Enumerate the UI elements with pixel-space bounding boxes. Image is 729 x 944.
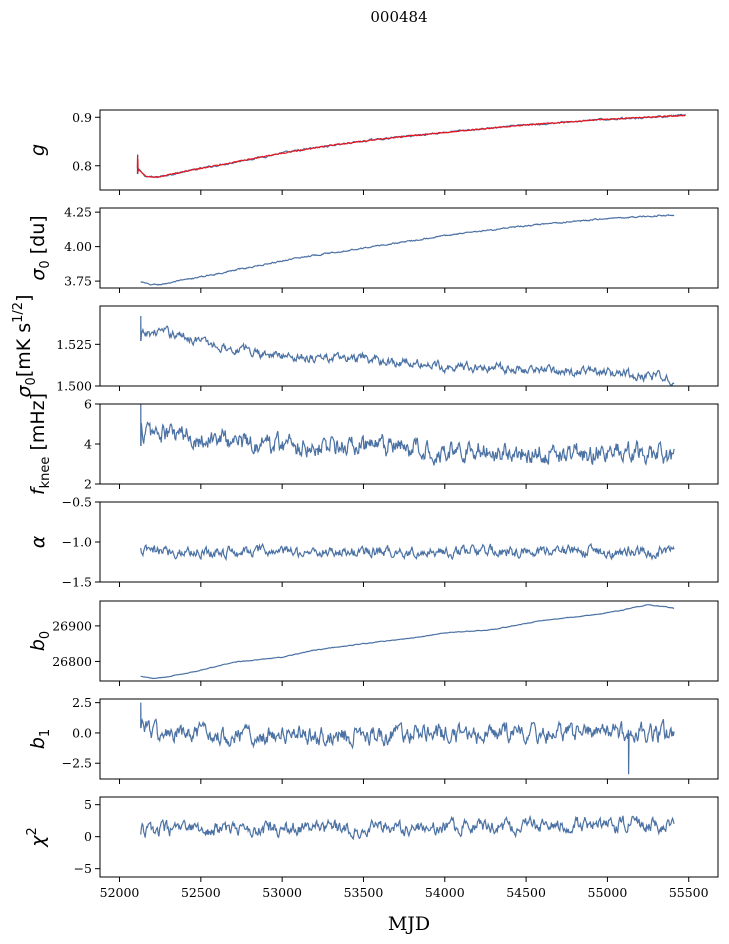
series-line-alpha: [140, 542, 675, 562]
panel-chi2: −5 0 5 52000 52500 53000 53500 54000 54500 55000 5…: [25, 796, 719, 900]
series-line-sigma0_mk: [140, 315, 675, 386]
y-tick-label: 6: [84, 397, 92, 412]
y-axis-label-b0: b0: [27, 631, 53, 651]
panels: 0.8 0.9 g 3.75 4.00 4.25 σ0 [du] 1.500 1.525 σ0[m…: [11, 109, 719, 900]
y-tick-label: −5: [74, 861, 92, 876]
panel-b1: −2.5 0.0 2.5 b1: [27, 695, 719, 784]
axes-frame-alpha: [99, 501, 719, 583]
y-tick-label: −0.5: [62, 495, 92, 510]
x-tick-label: 53000: [262, 885, 302, 900]
y-axis-label-chi2: χ2: [25, 827, 49, 848]
y-tick-label: 3.75: [64, 274, 92, 289]
axes-frame-sigma0_mk: [99, 305, 719, 387]
x-tick-label: 55000: [588, 885, 628, 900]
y-tick-label: 2: [84, 477, 92, 492]
x-axis-label: MJD: [388, 913, 430, 935]
axes-frame-sigma0_du: [99, 207, 719, 289]
axes-frame-g: [99, 109, 719, 191]
y-tick-label: −1.5: [62, 575, 92, 590]
series-line-chi2: [140, 814, 675, 841]
y-tick-label: 4.25: [64, 205, 92, 220]
axes-frame-b1: [99, 698, 719, 780]
axes-frame-b0: [99, 600, 719, 682]
y-axis-label-sigma0_mk: σ0[mK s1/2]: [11, 295, 39, 398]
y-axis-label-fknee: fknee [mHz]: [27, 393, 53, 495]
y-axis-label-g: g: [27, 144, 49, 156]
y-tick-label: 0.0: [72, 725, 92, 740]
y-tick-label: 26900: [52, 618, 92, 633]
series-line-g: [136, 113, 686, 179]
x-tick-label: 52500: [181, 885, 221, 900]
series-line-g-overlay: [136, 114, 686, 179]
series-line-b1: [140, 702, 675, 775]
series-line-b0: [140, 604, 675, 680]
figure-title: 000484: [370, 8, 427, 26]
panel-alpha: −1.5 −1.0 −0.5 α: [27, 495, 719, 590]
y-tick-label: −2.5: [62, 756, 92, 771]
y-tick-label: −1.0: [62, 535, 92, 550]
panel-sigma0_mk: 1.500 1.525 σ0[mK s1/2]: [11, 295, 719, 398]
y-tick-label: 0.9: [72, 110, 92, 125]
panel-sigma0_du: 3.75 4.00 4.25 σ0 [du]: [27, 205, 719, 293]
axes-frame-fknee: [99, 403, 719, 485]
x-tick-label: 54500: [506, 885, 546, 900]
y-tick-label: 1.525: [56, 337, 92, 352]
y-axis-label-alpha: α: [27, 535, 49, 548]
y-tick-label: 5: [84, 797, 92, 812]
x-tick-label: 53500: [344, 885, 384, 900]
y-axis-label-sigma0_du: σ0 [du]: [27, 215, 53, 280]
y-axis-label-b1: b1: [27, 729, 53, 749]
panel-g: 0.8 0.9 g: [27, 109, 719, 195]
x-tick-label: 54000: [425, 885, 465, 900]
y-tick-label: 2.5: [72, 695, 92, 710]
x-tick-label: 55500: [669, 885, 709, 900]
series-line-fknee: [140, 404, 675, 466]
y-tick-label: 0.8: [72, 158, 92, 173]
y-tick-label: 26800: [52, 654, 92, 669]
y-tick-label: 4: [84, 437, 92, 452]
y-tick-label: 1.500: [56, 379, 92, 394]
y-tick-label: 0: [84, 829, 92, 844]
x-tick-label: 52000: [100, 885, 140, 900]
panel-fknee: 2 4 6 fknee [mHz]: [27, 393, 719, 495]
y-tick-label: 4.00: [64, 239, 92, 254]
series-line-sigma0_du: [140, 213, 675, 286]
